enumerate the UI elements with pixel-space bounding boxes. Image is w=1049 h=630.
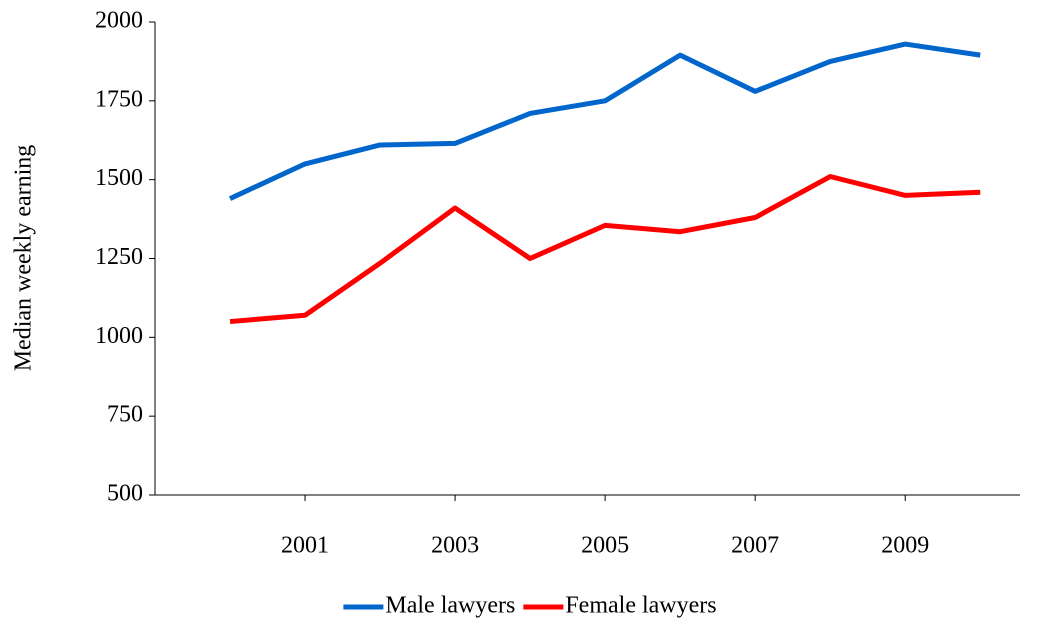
x-tick-label: 2003: [431, 533, 479, 559]
y-tick-label: 500: [107, 481, 143, 507]
y-tick-label: 1000: [95, 323, 143, 349]
x-tick-label: 2009: [881, 533, 929, 559]
series-line: [229, 174, 981, 325]
y-tick-label: 750: [107, 402, 143, 428]
series-line: [228, 41, 981, 201]
x-tick-label: 2005: [581, 533, 629, 559]
y-axis-label: Median weekly earning: [11, 145, 37, 372]
y-tick-label: 2000: [95, 8, 143, 34]
y-tick-label: 1500: [95, 165, 143, 191]
legend: Male lawyers Female lawyers: [343, 593, 717, 619]
x-tick-label: 2007: [731, 533, 779, 559]
legend-label: Female lawyers: [565, 593, 716, 619]
x-tick-label: 2001: [281, 533, 329, 559]
legend-label: Male lawyers: [385, 593, 515, 619]
y-tick-label: 1750: [95, 86, 143, 112]
y-tick-label: 1250: [95, 244, 143, 270]
